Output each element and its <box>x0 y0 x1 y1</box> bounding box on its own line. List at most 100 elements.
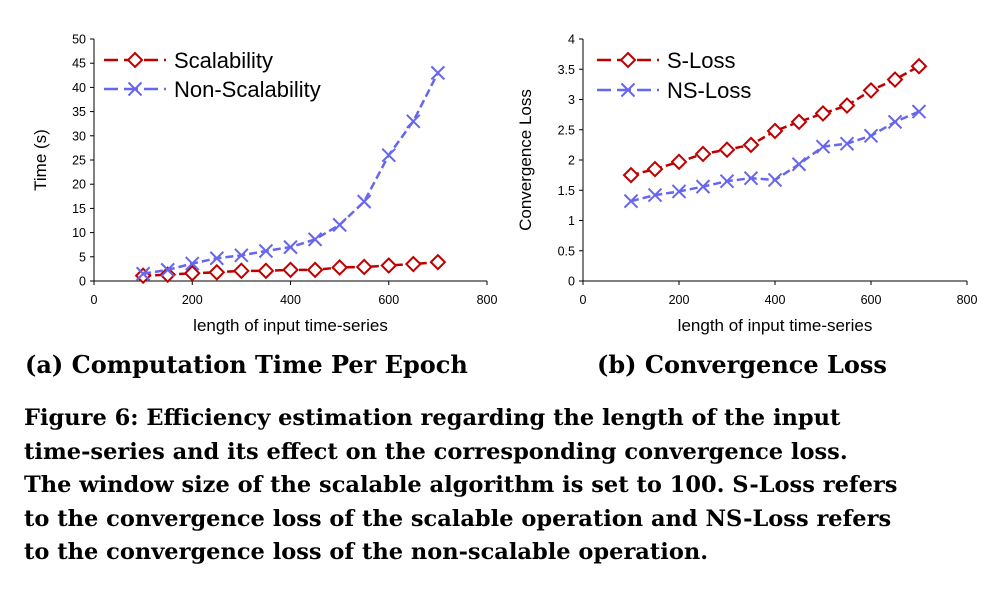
x-marker <box>647 187 663 203</box>
x-marker <box>839 136 855 151</box>
legend-label: Non-Scalability <box>174 77 321 102</box>
y-tick-label: 1 <box>568 214 575 228</box>
x-marker <box>623 193 639 209</box>
x-marker <box>620 82 636 98</box>
caption-line: time-series and its effect on the corres… <box>24 438 848 465</box>
chart-time-per-epoch: 0 5 10 15 20 25 30 35 40 45 50 0 200 400 600 800 length … <box>31 33 498 336</box>
diamond-marker <box>670 153 688 171</box>
y-tick-label: 25 <box>72 154 86 168</box>
y-tick-label: 35 <box>72 105 86 119</box>
x-marker <box>127 81 143 97</box>
diamond-marker <box>429 253 447 271</box>
diamond-marker <box>862 82 880 99</box>
y-tick-label: 40 <box>72 81 86 95</box>
diamond-marker <box>886 71 904 88</box>
diamond-marker <box>814 105 832 122</box>
diamond-marker <box>331 259 349 276</box>
x-tick-label: 600 <box>861 293 882 307</box>
x-marker <box>332 217 347 233</box>
x-marker <box>887 114 903 130</box>
y-tick-label: 3 <box>568 93 575 107</box>
diamond-marker <box>622 166 640 184</box>
series-line <box>142 72 439 275</box>
x-marker <box>863 128 879 144</box>
y-tick-label: 0 <box>568 275 575 289</box>
x-marker <box>719 173 735 189</box>
x-axis-title: length of input time-series <box>193 316 388 335</box>
figure-caption: Figure 6: Efficiency estimation regardin… <box>24 402 994 570</box>
diamond-marker <box>208 263 226 281</box>
y-tick-label: 30 <box>72 129 86 143</box>
y-tick-label: 15 <box>72 202 86 216</box>
diamond-marker <box>766 122 784 140</box>
x-marker <box>911 104 927 119</box>
x-marker <box>185 256 200 271</box>
diamond-marker <box>183 264 201 282</box>
x-tick-label: 400 <box>280 293 301 307</box>
x-marker <box>767 172 783 188</box>
x-marker <box>307 232 323 247</box>
diamond-marker <box>282 261 299 279</box>
x-tick-label: 800 <box>477 293 498 307</box>
y-tick-label: 3.5 <box>558 63 575 77</box>
chart-convergence-loss: 0 0.5 1 1.5 2 2.5 3 3.5 4 0 200 400 600 800 length of … <box>516 33 978 336</box>
y-tick-label: 20 <box>72 178 86 192</box>
y-tick-label: 50 <box>72 33 86 47</box>
y-tick-label: 1.5 <box>558 184 575 198</box>
x-marker <box>135 266 151 281</box>
series-blue <box>623 104 927 209</box>
x-axis-title: length of input time-series <box>678 316 873 335</box>
caption-line: to the convergence loss of the scalable … <box>24 505 892 532</box>
x-marker <box>356 194 372 209</box>
x-marker <box>381 147 396 163</box>
diamond-marker <box>910 57 928 75</box>
y-tick-label: 4 <box>568 33 575 47</box>
series-red <box>134 253 447 285</box>
y-tick-label: 2 <box>568 154 575 168</box>
y-tick-label: 10 <box>72 226 86 240</box>
diamond-marker <box>126 51 144 69</box>
y-tick-label: 5 <box>79 250 86 264</box>
diamond-marker <box>646 160 664 178</box>
y-axis-title: Convergence Loss <box>516 89 535 231</box>
x-marker <box>283 239 298 255</box>
x-marker <box>743 170 759 186</box>
x-marker <box>815 139 831 154</box>
diamond-marker <box>355 258 373 276</box>
caption-line: The window size of the scalable algorith… <box>24 472 898 498</box>
legend-label: S-Loss <box>667 48 735 73</box>
diamond-marker <box>742 136 760 154</box>
x-tick-label: 600 <box>378 293 399 307</box>
diamond-marker <box>694 145 712 163</box>
x-tick-label: 200 <box>182 293 203 307</box>
y-tick-label: 2.5 <box>558 123 575 137</box>
diamond-marker <box>718 141 736 159</box>
diamond-marker <box>257 262 275 280</box>
x-marker <box>695 179 711 194</box>
x-marker <box>791 157 807 172</box>
diamond-marker <box>306 261 324 279</box>
x-tick-label: 0 <box>580 293 587 307</box>
diamond-marker <box>232 262 250 280</box>
diamond-marker <box>380 257 398 274</box>
x-marker <box>258 243 274 259</box>
diamond-marker <box>159 266 177 284</box>
x-tick-label: 200 <box>669 293 690 307</box>
y-axis-title: Time (s) <box>31 129 50 191</box>
x-marker <box>671 184 687 199</box>
y-tick-label: 45 <box>72 57 86 71</box>
x-marker <box>430 65 446 81</box>
legend-label: NS-Loss <box>667 78 751 103</box>
diamond-marker <box>838 97 856 114</box>
y-tick-label: 0.5 <box>558 244 575 258</box>
series-red <box>622 57 928 184</box>
x-marker <box>209 251 225 266</box>
y-tick-label: 0 <box>79 275 86 289</box>
diamond-marker <box>790 113 808 131</box>
x-tick-label: 0 <box>91 293 98 307</box>
subcaption-b: (b) Convergence Loss <box>597 350 887 379</box>
x-tick-label: 400 <box>765 293 786 307</box>
series-blue <box>135 65 446 281</box>
x-marker <box>160 262 175 278</box>
x-tick-label: 800 <box>957 293 978 307</box>
